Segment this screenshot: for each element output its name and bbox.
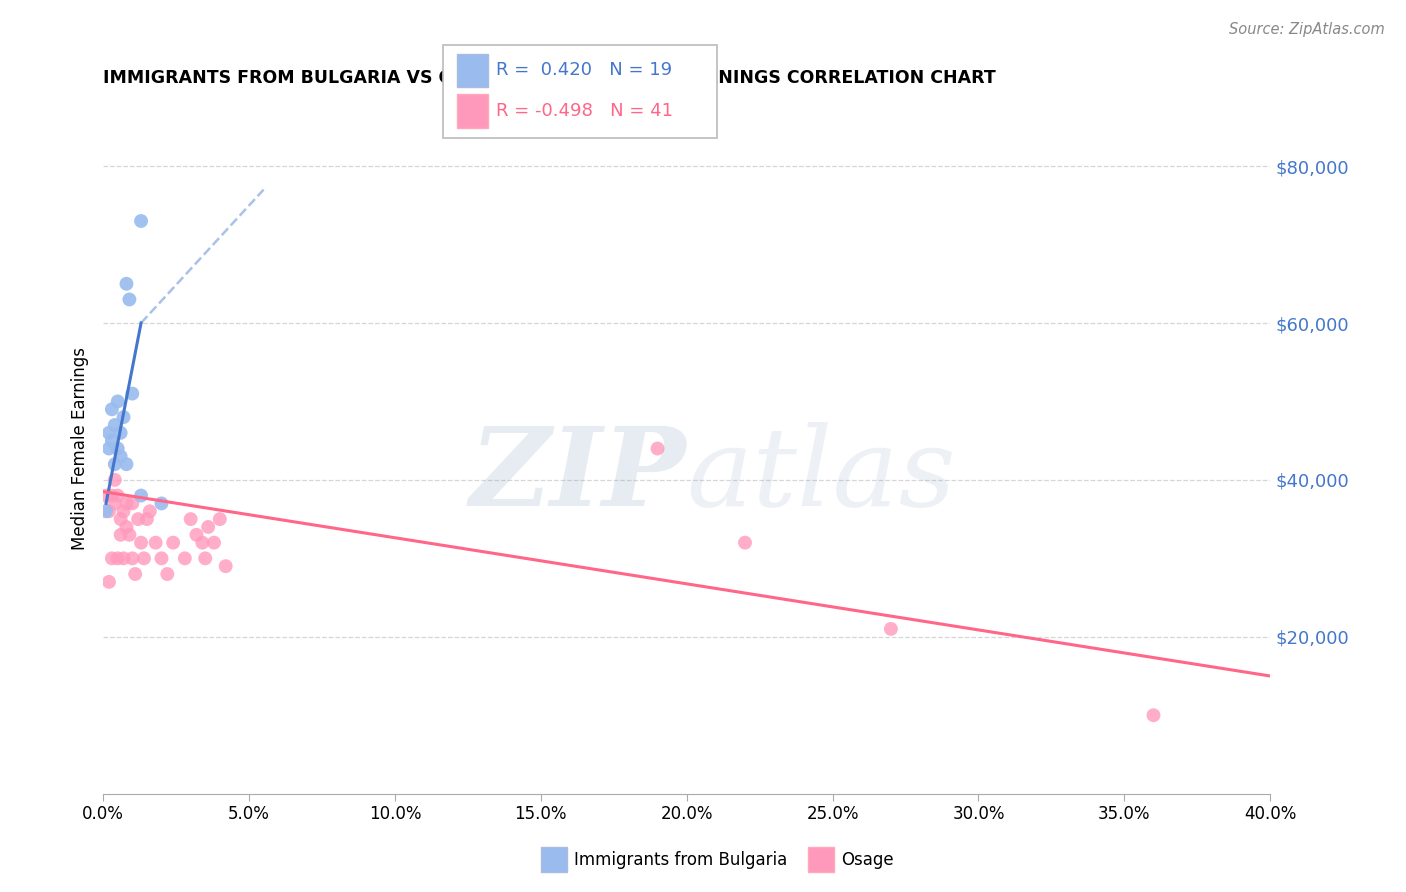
Point [110,528,132,542]
Text: ZIP: ZIP [470,423,686,530]
Point [1142,708,1164,723]
Text: Immigrants from Bulgaria: Immigrants from Bulgaria [574,851,787,869]
Point [215,559,238,574]
Point [110,425,132,440]
Point [112,410,135,425]
Point [115,520,138,534]
Point [139,504,162,518]
Point [121,551,143,566]
Point [135,512,157,526]
Point [118,528,141,542]
Point [101,434,124,448]
Point [101,551,124,566]
Point [129,489,152,503]
Text: atlas: atlas [686,423,956,530]
Point [97,442,120,456]
Point [115,457,138,471]
Point [186,528,208,542]
Y-axis label: Median Female Earnings: Median Female Earnings [72,347,89,550]
Point [156,567,179,582]
Point [734,535,756,549]
Point [150,496,173,510]
Point [180,512,202,526]
Point [107,394,129,409]
Point [94,489,117,503]
Point [101,489,124,503]
Point [118,293,141,307]
Point [150,551,173,566]
Point [197,520,219,534]
Text: R = -0.498   N = 41: R = -0.498 N = 41 [496,102,673,120]
Point [107,442,129,456]
Point [97,504,120,518]
Point [101,402,124,417]
Point [112,551,135,566]
Point [202,535,225,549]
Point [115,277,138,291]
Point [110,450,132,464]
Point [107,489,129,503]
Point [104,473,127,487]
Point [104,496,127,510]
Point [880,622,903,636]
Point [107,551,129,566]
Point [112,504,135,518]
Text: Osage: Osage [841,851,893,869]
Point [97,574,120,589]
Point [145,535,167,549]
Text: R =  0.420   N = 19: R = 0.420 N = 19 [496,62,672,79]
Point [647,442,669,456]
Point [115,496,138,510]
Point [129,214,152,228]
Point [127,512,149,526]
Point [132,551,155,566]
Point [121,386,143,401]
Point [94,504,117,518]
Text: Source: ZipAtlas.com: Source: ZipAtlas.com [1229,22,1385,37]
Point [104,457,127,471]
Point [162,535,184,549]
Point [121,496,143,510]
Point [129,535,152,549]
Point [208,512,231,526]
Point [173,551,195,566]
Point [191,535,214,549]
Text: IMMIGRANTS FROM BULGARIA VS OSAGE MEDIAN FEMALE EARNINGS CORRELATION CHART: IMMIGRANTS FROM BULGARIA VS OSAGE MEDIAN… [103,69,995,87]
Point [97,425,120,440]
Point [110,512,132,526]
Point [194,551,217,566]
Point [124,567,146,582]
Point [104,417,127,432]
